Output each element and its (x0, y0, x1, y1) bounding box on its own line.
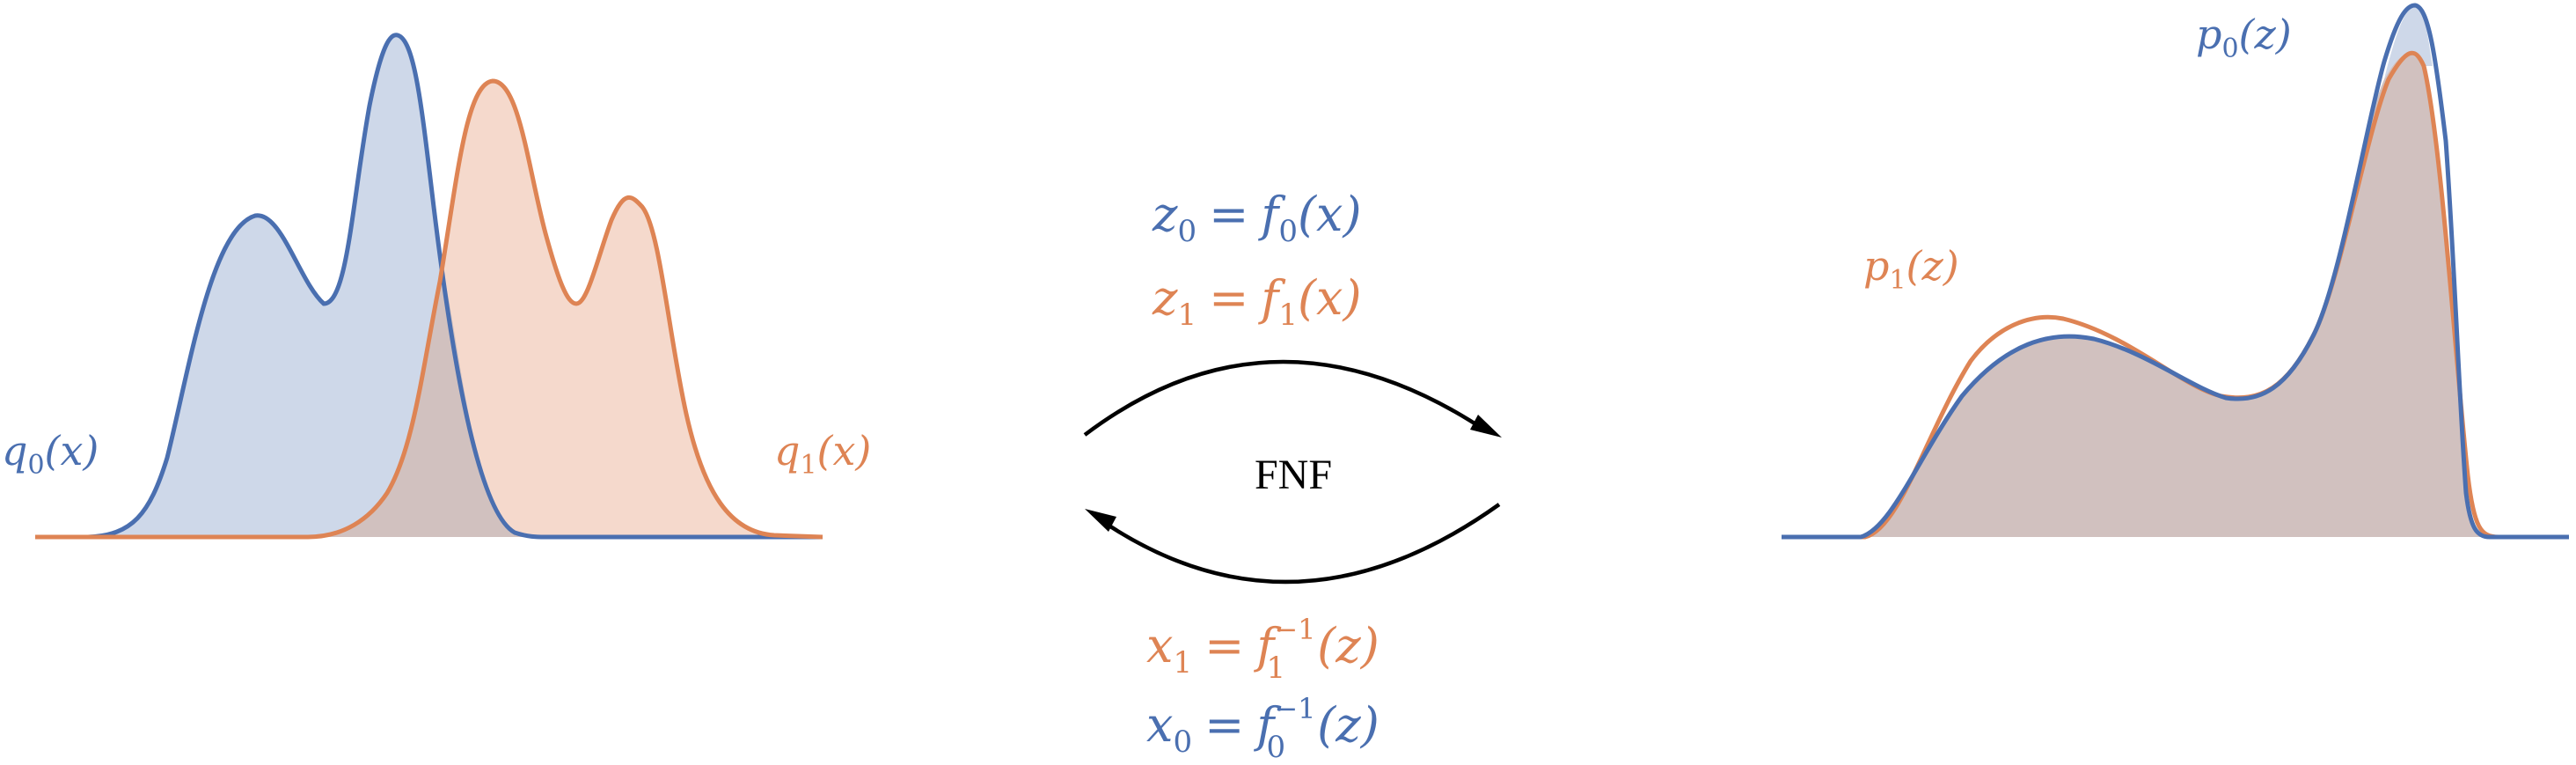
left-panel: q0(x) q1(x) (2, 33, 871, 540)
q0-arg: (x) (45, 427, 99, 474)
q1-density-curve (35, 78, 823, 540)
inverse-eq1-lhs-sub: 1 (1173, 645, 1192, 680)
inverse-eq0-rhs-sup: −1 (1274, 692, 1315, 725)
p0-density-curve (1782, 3, 2569, 540)
forward-eq0-arg: (x) (1298, 187, 1362, 242)
inverse-eq1-lhs: x (1146, 618, 1173, 673)
p0-arg: (z) (2239, 11, 2292, 58)
q1-arg: (x) (817, 427, 872, 474)
flow-label: FNF (1255, 452, 1332, 498)
q0-label: q0(x) (2, 427, 99, 481)
q0-base: q (2, 427, 27, 474)
inverse-eq0-equals: = (1204, 697, 1244, 753)
overlap-fill (308, 277, 545, 537)
q1-label: q1(x) (774, 427, 871, 481)
forward-eq1-equals: = (1209, 270, 1248, 326)
forward-arrowhead-icon (1470, 415, 1502, 438)
inverse-eq1-equals: = (1204, 618, 1244, 673)
forward-arrow (1083, 359, 1489, 437)
p1-base: p (1863, 242, 1889, 290)
forward-eq1-rhs-sub: 1 (1278, 298, 1298, 333)
forward-eq1-lhs-sub: 1 (1177, 298, 1197, 333)
q1-sub: 1 (800, 450, 816, 481)
p1-label: p1(z) (1863, 242, 1959, 296)
forward-eq0-rhs-sub: 0 (1278, 214, 1298, 249)
p1-sub: 1 (1889, 265, 1906, 296)
inverse-arrow (1098, 503, 1501, 585)
forward-eq0-lhs: z (1152, 187, 1178, 242)
forward-equation-0: z0 = f0(x) (1152, 187, 1362, 249)
p1-arg: (z) (1906, 242, 1959, 290)
inverse-eq1-rhs-sup: −1 (1274, 613, 1315, 646)
forward-eq1-lhs: z (1152, 270, 1178, 326)
forward-eq0-equals: = (1209, 187, 1248, 242)
q1-base: q (774, 427, 800, 474)
p0-base: p (2196, 11, 2221, 58)
inverse-eq1-rhs-sub: 1 (1267, 651, 1286, 686)
right-panel: p0(z) p1(z) (1782, 3, 2569, 540)
q0-density-curve (35, 33, 823, 540)
p0-sub: 0 (2221, 33, 2238, 64)
q0-sub: 0 (27, 450, 44, 481)
p0-label: p0(z) (2196, 11, 2292, 64)
forward-eq0-lhs-sub: 0 (1177, 214, 1197, 249)
inverse-arrowhead-icon (1085, 509, 1116, 532)
p-overlap-fill (1782, 54, 2569, 538)
inverse-eq0-rhs-sub: 0 (1267, 730, 1286, 765)
inverse-eq0-arg: (z) (1317, 697, 1379, 753)
center-panel: z0 = f0(x) z1 = f1(x) FNF x1 = f−1 1 (z) x0 = f−1 0… (1083, 187, 1502, 765)
inverse-equation-1: x1 = f−1 1 (z) (1146, 613, 1379, 686)
inverse-eq0-lhs-sub: 0 (1173, 725, 1192, 760)
forward-eq1-arg: (x) (1298, 270, 1362, 326)
q1-density-fill (35, 81, 823, 537)
inverse-eq0-lhs: x (1146, 697, 1173, 753)
forward-equation-1: z1 = f1(x) (1152, 270, 1362, 333)
inverse-equation-0: x0 = f−1 0 (z) (1146, 692, 1379, 765)
inverse-eq1-arg: (z) (1317, 618, 1379, 673)
